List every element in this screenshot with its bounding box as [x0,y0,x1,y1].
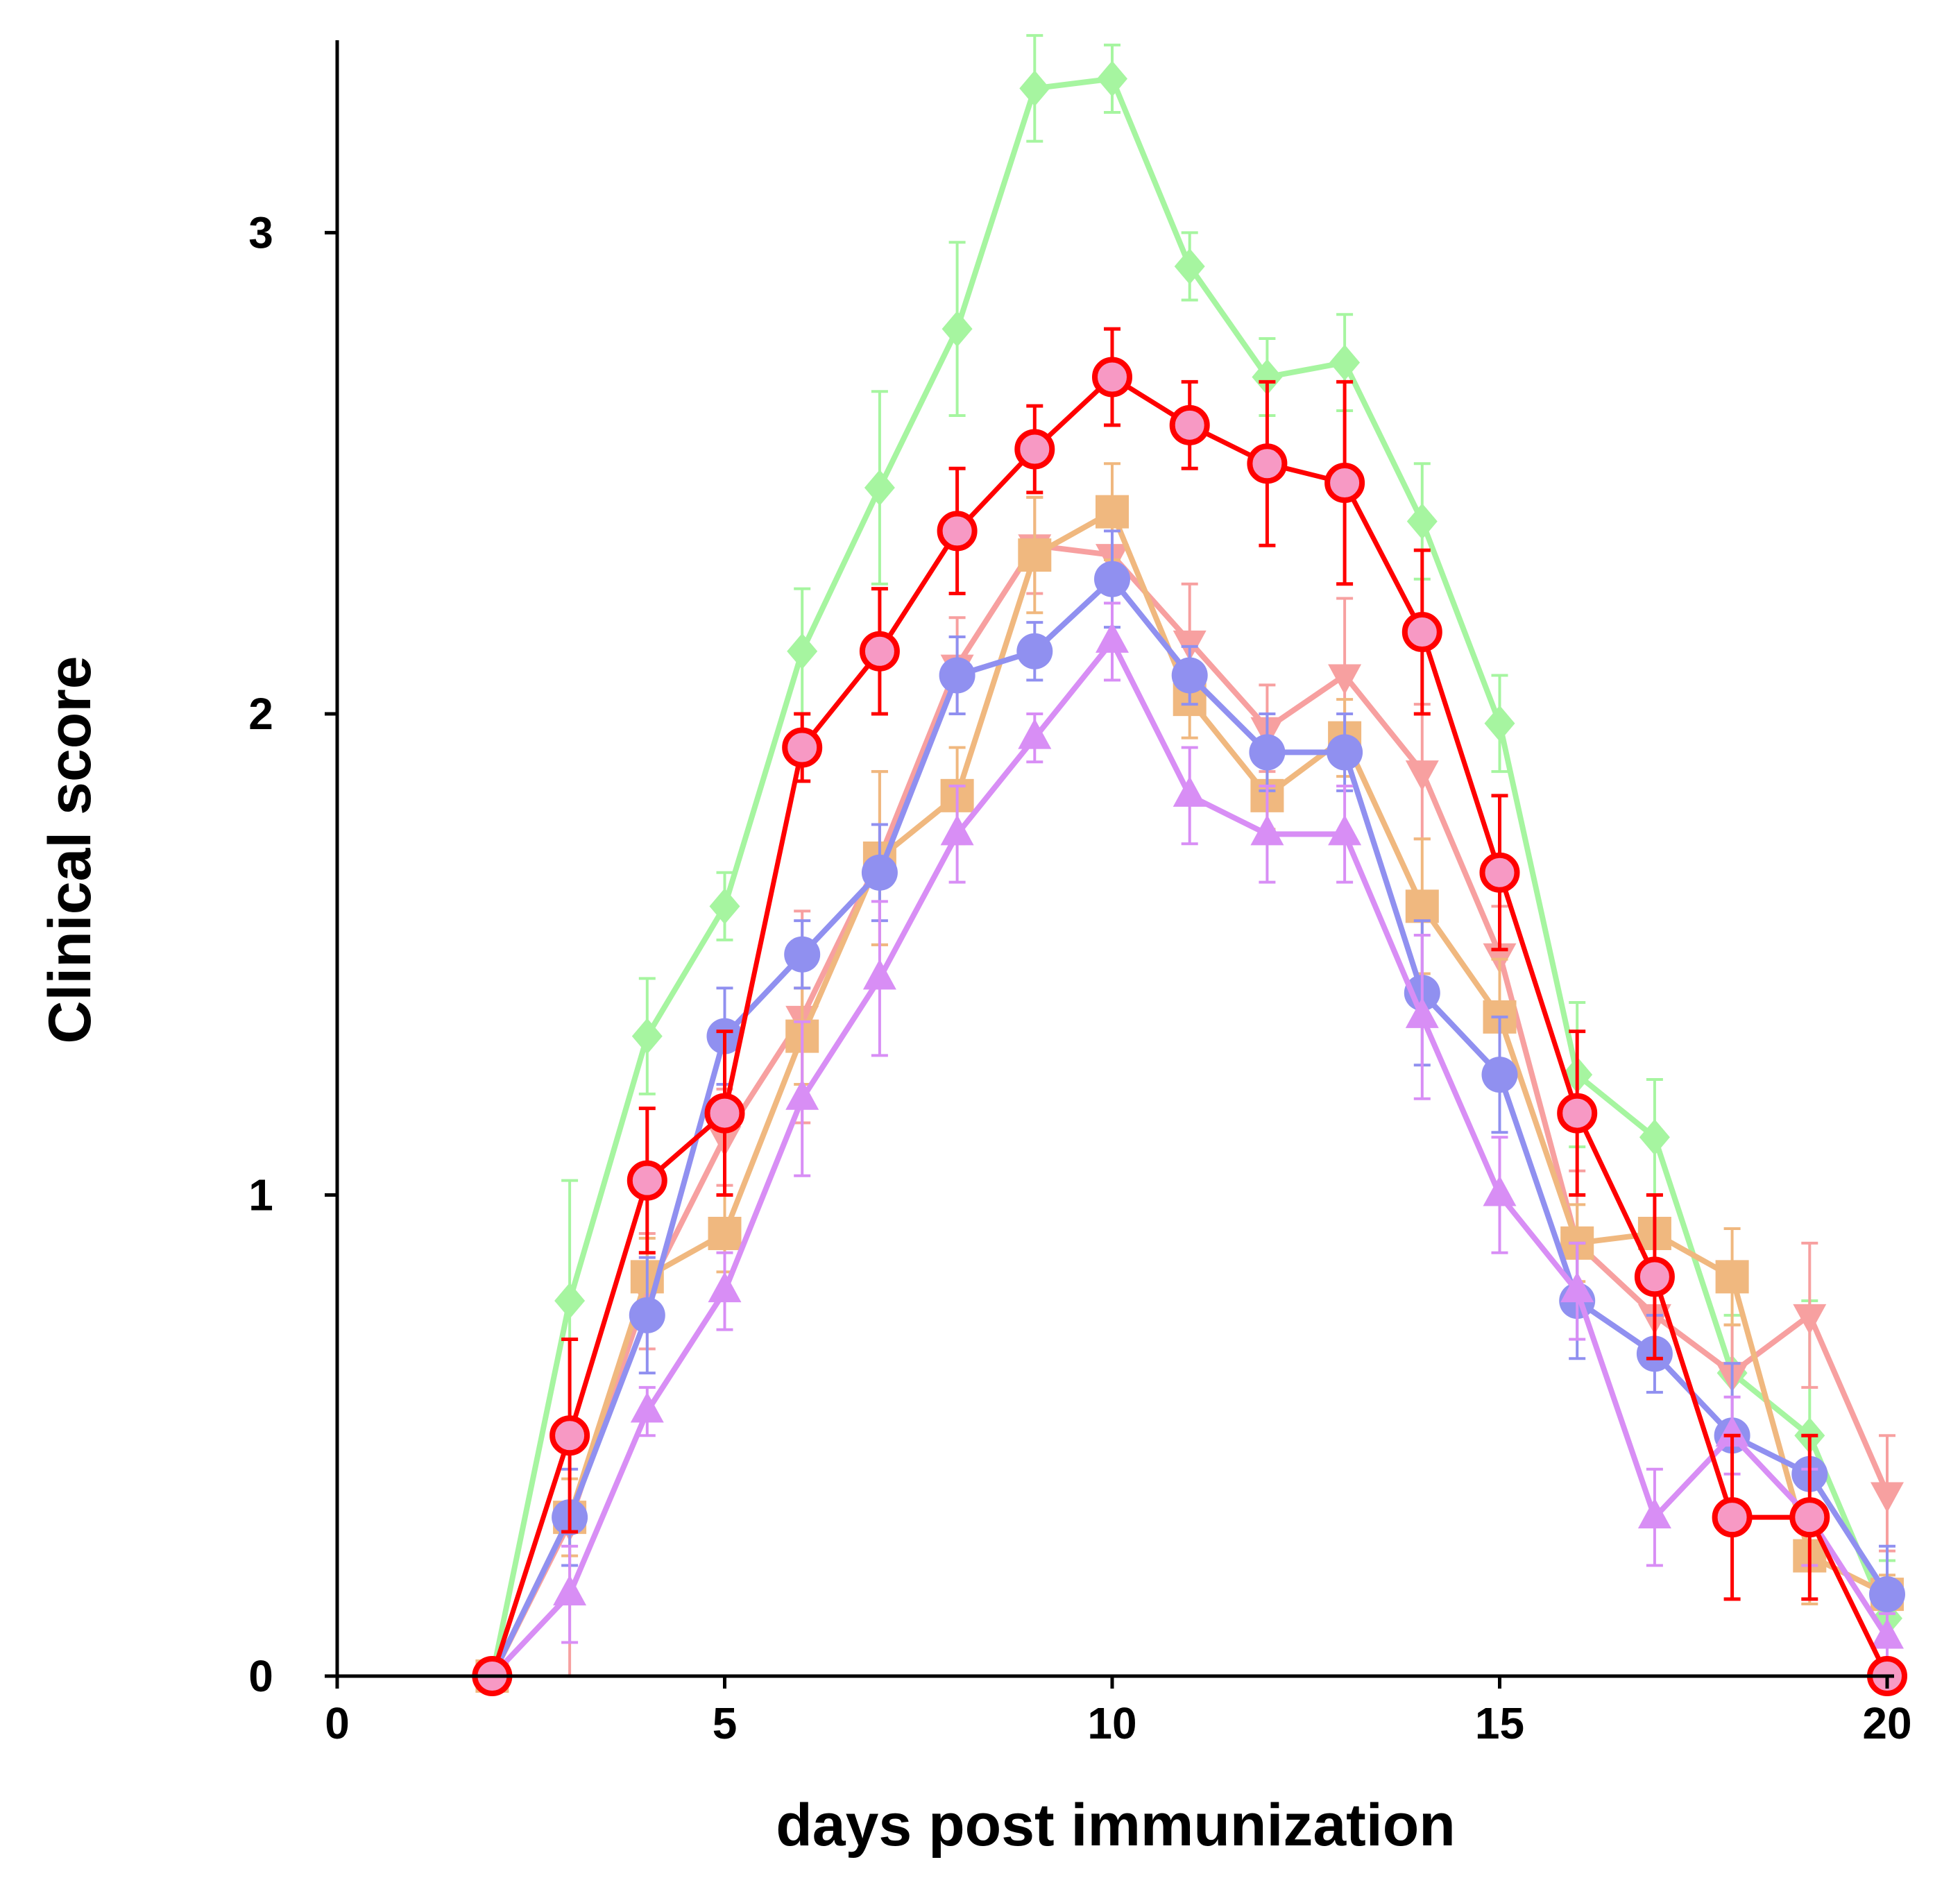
data-point [1405,997,1439,1028]
data-point [1406,503,1438,540]
data-point [1250,814,1284,846]
data-point [1247,443,1288,484]
data-point [1793,1304,1827,1335]
data-point [1016,633,1053,669]
y-axis-title: Clinical score [37,656,103,1043]
data-point [1324,463,1365,504]
data-point [1557,1093,1598,1134]
series-green-diamond [477,34,1902,1694]
data-point [708,1216,742,1250]
x-axis-title: days post immunization [776,1792,1456,1859]
axes: 0 5 10 15 20 0 1 2 3 [248,40,1912,1748]
data-point [939,657,975,694]
data-point [1249,734,1286,771]
data-point [784,936,821,973]
data-point [941,311,973,348]
data-point [787,633,818,669]
data-point [1252,359,1283,395]
data-point [1096,495,1129,529]
data-point [1405,760,1439,792]
data-point [1870,1482,1904,1513]
series-line [489,76,1890,1677]
data-point [1479,852,1520,893]
data-point [1481,1057,1518,1093]
data-point [859,631,900,672]
x-tick-label: 10 [1087,1698,1136,1748]
series-red-pink-circle [472,327,1907,1696]
x-tick-label: 5 [713,1698,738,1748]
series-line [489,576,1890,1677]
data-point [709,888,740,925]
data-point [1639,1119,1670,1156]
data-point [1560,1272,1594,1303]
data-point [1405,889,1439,923]
data-point [549,1415,590,1456]
data-point [1019,70,1050,107]
series-line [490,374,1890,1677]
x-tick-label: 0 [325,1698,350,1748]
data-point [1870,1618,1904,1649]
y-tick-label: 3 [248,207,273,257]
data-point [1637,1498,1671,1529]
data-point [937,511,978,552]
series-blue-circle [474,529,1905,1694]
data-point [1715,1416,1749,1447]
data-point [1173,776,1207,807]
data-point [704,1093,745,1134]
plot-area [472,34,1907,1696]
data-point [940,814,974,846]
data-point [708,1272,742,1303]
data-point [1483,1175,1517,1206]
data-point [862,959,896,990]
data-point [1634,1256,1675,1297]
data-point [1712,1497,1753,1538]
data-point [1174,248,1205,284]
data-point [1171,657,1208,694]
data-point [1094,561,1130,597]
data-point [1014,429,1055,470]
data-point [864,469,895,506]
data-point [1328,814,1362,846]
data-point [782,727,823,768]
data-point [1715,1260,1749,1294]
data-point [1484,705,1515,742]
data-point [630,1392,664,1423]
data-point [553,1575,587,1606]
data-point [861,854,898,891]
x-tick-label: 15 [1475,1698,1524,1748]
y-tick-label: 1 [248,1170,273,1220]
data-point [1327,734,1363,771]
y-tick-label: 2 [248,689,273,739]
data-point [1018,718,1052,749]
data-point [554,1283,586,1320]
data-point [1401,612,1442,653]
data-point [1329,344,1361,381]
data-point [627,1160,667,1201]
data-point [1328,664,1362,695]
data-point [1018,538,1052,572]
data-point [1789,1497,1830,1538]
data-point [1092,357,1132,398]
data-point [1169,404,1210,445]
data-point [631,1018,663,1054]
x-tick-label: 20 [1862,1698,1911,1748]
data-point [1097,60,1127,97]
y-tick-label: 0 [248,1651,273,1701]
data-point [1096,622,1129,653]
data-point [1869,1576,1905,1613]
data-point [785,1079,819,1110]
data-point [629,1297,665,1333]
